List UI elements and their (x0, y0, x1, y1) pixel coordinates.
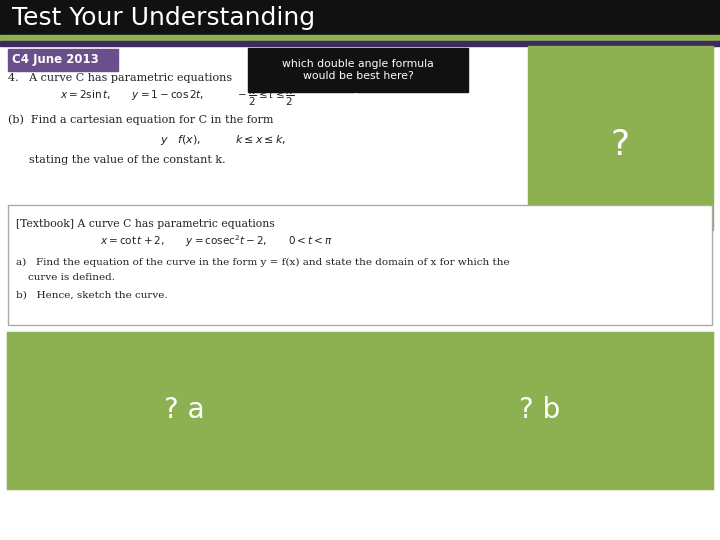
Text: (b)  Find a cartesian equation for C in the form: (b) Find a cartesian equation for C in t… (8, 114, 274, 125)
Text: stating the value of the constant k.: stating the value of the constant k. (8, 155, 225, 165)
Text: ?: ? (611, 128, 629, 162)
Text: ? b: ? b (519, 396, 561, 424)
Bar (8, 205, 712, 325)
Text: curve is defined.: curve is defined. (28, 273, 115, 282)
Text: 4.   A curve C has parametric equations: 4. A curve C has parametric equations (8, 73, 232, 83)
Bar (0, 35, 720, 41)
Bar (8, 49, 118, 71)
Bar (360, 333, 362, 488)
Text: a)   Find the equation of the curve in the form y = f(x) and state the domain of: a) Find the equation of the curve in the… (16, 258, 510, 267)
Text: which double angle formula
would be best here?: which double angle formula would be best… (282, 59, 434, 81)
Text: Test Your Understanding: Test Your Understanding (12, 6, 315, 30)
Text: ? a: ? a (163, 396, 204, 424)
Bar (0, 41, 720, 46)
Bar (8, 333, 712, 488)
Bar (528, 46, 713, 230)
Text: $x = \cot t + 2, \qquad y = \mathrm{cosec}^2 t - 2, \qquad 0 < t < \pi$: $x = \cot t + 2, \qquad y = \mathrm{cose… (100, 233, 333, 249)
Text: $y \quad f(x), \qquad\quad k \leq x \leq k,$: $y \quad f(x), \qquad\quad k \leq x \leq… (160, 133, 287, 147)
Text: $x = 2\sin t, \qquad y = 1 - \cos 2t, \qquad\quad -\dfrac{\pi}{2} \leq t \leq \d: $x = 2\sin t, \qquad y = 1 - \cos 2t, \q… (60, 86, 294, 107)
Bar (248, 48, 468, 92)
Bar (0, 0, 720, 35)
Text: b)   Hence, sketch the curve.: b) Hence, sketch the curve. (16, 291, 168, 300)
Text: [Textbook] A curve C has parametric equations: [Textbook] A curve C has parametric equa… (16, 219, 275, 229)
Text: C4 June 2013: C4 June 2013 (12, 53, 99, 66)
